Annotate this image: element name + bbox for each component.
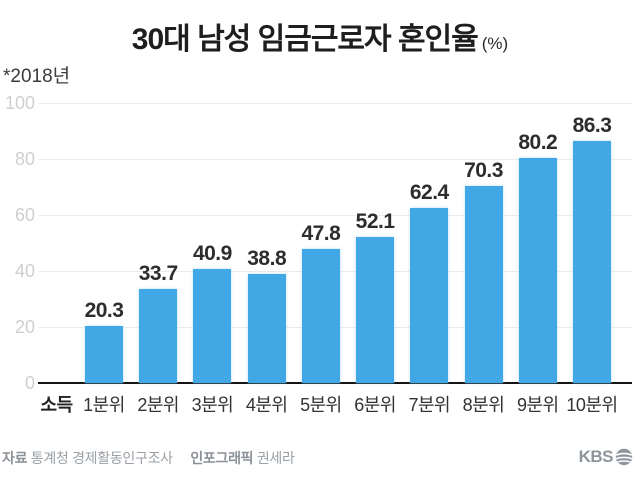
bar-value-label: 40.9 [192, 241, 232, 265]
chart-title-unit: (%) [481, 34, 509, 53]
gridline [38, 159, 632, 160]
bar-value-label: 70.3 [464, 159, 503, 183]
x-tick-label: 3분위 [191, 395, 234, 415]
x-tick-label: 4분위 [245, 395, 288, 415]
y-tick-label: 100 [4, 93, 35, 113]
x-tick-label: 8분위 [462, 395, 505, 415]
bar-6분위 [356, 237, 395, 383]
y-tick-label: 60 [14, 205, 35, 225]
source-label: 자료 [2, 450, 28, 466]
chart-title: 30대 남성 임금근로자 혼인율 [131, 23, 479, 56]
source-text: 통계청 경제활동인구조사 [30, 450, 173, 466]
bar-10분위 [573, 141, 611, 383]
bar-9분위 [518, 158, 557, 383]
bar-value-label: 20.3 [84, 299, 124, 323]
chart-title-row: 30대 남성 임금근로자 혼인율 (%) [0, 14, 640, 58]
x-tick-label: 5분위 [300, 395, 342, 415]
gridline [38, 215, 632, 216]
bar-8분위 [464, 186, 503, 383]
bar-1분위 [85, 326, 123, 383]
credit-label: 인포그래픽 [190, 450, 254, 466]
bar-value-label: 52.1 [355, 210, 395, 234]
x-tick-label: 10분위 [566, 395, 618, 415]
bar-2분위 [139, 288, 178, 383]
kbs-globe-icon [615, 448, 633, 466]
y-tick-label: 40 [14, 261, 35, 281]
bar-value-label: 80.2 [518, 131, 558, 155]
x-tick-label: 6분위 [354, 395, 396, 415]
x-tick-label: 9분위 [516, 395, 559, 415]
gridline [38, 103, 632, 104]
x-axis-title: 소득 [40, 395, 73, 415]
bar-4분위 [247, 274, 286, 383]
x-tick-label: 7분위 [408, 395, 451, 415]
y-tick-label: 20 [14, 317, 35, 337]
footer-credits: 자료 통계청 경제활동인구조사 인포그래픽 권세라 [2, 448, 295, 468]
x-tick-label: 2분위 [137, 395, 179, 415]
year-note: *2018년 [3, 66, 71, 87]
y-tick-label: 0 [24, 373, 35, 393]
kbs-logo: KBS [579, 447, 633, 467]
bar-value-label: 86.3 [572, 114, 612, 138]
bar-value-label: 62.4 [409, 181, 449, 205]
y-tick-label: 80 [14, 149, 35, 169]
bar-5분위 [301, 249, 340, 383]
bar-value-label: 38.8 [247, 247, 287, 271]
x-axis-baseline [38, 382, 632, 384]
credit-text: 권세라 [256, 450, 295, 466]
bar-3분위 [193, 268, 232, 383]
bar-7분위 [410, 208, 449, 383]
bar-value-label: 33.7 [138, 261, 178, 285]
bar-value-label: 47.8 [301, 222, 341, 246]
kbs-logo-text: KBS [578, 447, 614, 466]
x-tick-label: 1분위 [83, 395, 125, 415]
